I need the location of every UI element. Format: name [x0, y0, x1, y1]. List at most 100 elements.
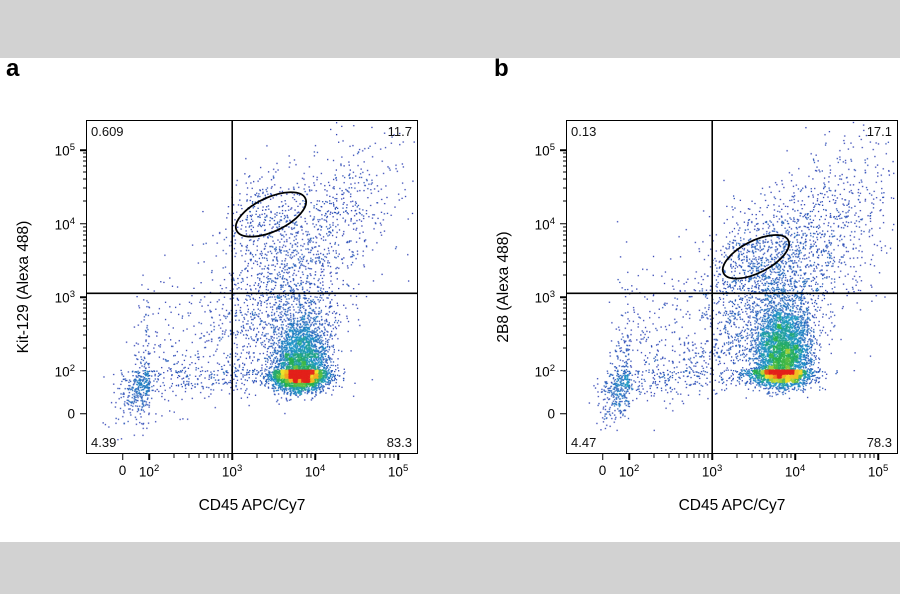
y-tick-exponent: 2	[69, 362, 75, 374]
gates-overlay	[87, 121, 417, 453]
y-tick-label: 105	[54, 141, 75, 159]
x-major-tick	[121, 454, 124, 460]
x-tick-exponent: 3	[236, 463, 243, 474]
y-minor-tick	[82, 178, 86, 180]
y-minor-tick	[82, 171, 86, 173]
y-minor-tick	[82, 299, 86, 301]
quadrant-stat-top-right: 17.1	[866, 124, 892, 139]
x-tick-label: 102	[138, 463, 160, 480]
y-minor-tick	[562, 318, 566, 320]
y-minor-tick	[82, 245, 86, 247]
x-minor-tick	[707, 454, 709, 458]
y-minor-tick	[82, 200, 86, 202]
y-axis-ticks: 0 102 103 104 105	[0, 120, 86, 454]
y-minor-tick	[82, 261, 86, 263]
ellipse-gate	[234, 191, 308, 238]
x-minor-tick	[736, 454, 738, 458]
x-minor-tick	[844, 454, 846, 458]
y-tick-label: 103	[534, 288, 555, 306]
y-tick-exponent: 3	[69, 288, 75, 300]
x-major-tick	[794, 454, 796, 460]
x-major-tick	[314, 454, 316, 460]
x-tick-label: 104	[784, 463, 806, 480]
y-minor-tick	[82, 307, 86, 309]
quadrant-stat-bottom-right: 83.3	[386, 435, 412, 450]
y-minor-tick	[82, 226, 86, 228]
y-tick-exponent: 3	[549, 288, 555, 300]
gates-overlay	[567, 121, 897, 453]
letterbox-bottom	[0, 542, 900, 594]
x-minor-tick	[354, 454, 356, 458]
y-minor-tick	[82, 156, 86, 158]
y-minor-tick	[562, 178, 566, 180]
y-tick-exponent: 4	[549, 215, 555, 227]
y-minor-tick	[82, 347, 86, 349]
y-minor-tick	[82, 334, 86, 336]
x-major-tick	[628, 454, 630, 460]
x-minor-tick	[819, 454, 821, 458]
x-minor-tick	[339, 454, 341, 458]
y-tick-label: 104	[54, 215, 75, 232]
x-tick-exponent: 4	[319, 463, 326, 474]
x-minor-tick	[769, 454, 771, 458]
y-minor-tick	[82, 230, 86, 232]
x-minor-tick	[859, 454, 861, 458]
x-tick-label: 103	[701, 463, 723, 480]
y-minor-tick	[82, 312, 86, 314]
y-minor-tick	[562, 239, 566, 241]
y-minor-tick	[562, 274, 566, 276]
quadrant-stat-bottom-right: 78.3	[866, 435, 892, 450]
y-major-tick	[560, 369, 566, 372]
x-minor-tick	[790, 454, 792, 458]
x-minor-tick	[306, 454, 308, 458]
scatter-points-canvas	[87, 121, 417, 453]
y-minor-tick	[82, 160, 86, 162]
x-minor-tick	[786, 454, 788, 458]
plot-area: 0.609 11.7 4.39 83.3	[86, 120, 418, 454]
x-minor-tick	[834, 454, 836, 458]
x-minor-tick	[289, 454, 291, 458]
y-minor-tick	[562, 152, 566, 154]
x-major-tick	[711, 454, 713, 460]
x-minor-tick	[384, 454, 386, 458]
y-major-tick	[560, 413, 566, 415]
x-tick-label: 105	[867, 463, 889, 480]
x-minor-tick	[389, 454, 391, 458]
y-tick-label: 0	[547, 406, 555, 422]
quadrant-stat-top-left: 0.13	[571, 124, 597, 139]
x-axis-ticks: 0 102 103 104 105	[566, 454, 898, 500]
y-minor-tick	[562, 156, 566, 158]
y-major-tick	[80, 222, 86, 225]
y-major-tick	[560, 296, 566, 298]
x-tick-label: 0	[118, 463, 127, 478]
x-tick-label: 0	[598, 463, 607, 478]
x-minor-tick	[703, 454, 705, 458]
y-major-tick	[80, 296, 86, 298]
panel-letter-b: b	[494, 55, 509, 82]
y-axis-ticks: 0 102 103 104 105	[480, 120, 566, 454]
quadrant-stat-top-left: 0.609	[91, 124, 124, 139]
x-minor-tick	[364, 454, 366, 458]
y-minor-tick	[82, 234, 86, 236]
x-tick-label: 104	[304, 463, 326, 480]
scatter-points-canvas	[567, 121, 897, 453]
x-axis-ticks: 0 102 103 104 105	[86, 454, 418, 500]
letterbox-top	[0, 0, 900, 58]
y-tick-exponent: 4	[69, 215, 75, 227]
x-tick-label: 103	[221, 463, 243, 480]
x-minor-tick	[198, 454, 200, 458]
y-major-tick	[80, 413, 86, 415]
y-major-tick	[80, 149, 86, 151]
x-minor-tick	[781, 454, 783, 458]
x-minor-tick	[693, 454, 695, 458]
x-tick-exponent: 2	[633, 463, 640, 474]
x-minor-tick	[869, 454, 871, 458]
x-minor-tick	[379, 454, 381, 458]
y-minor-tick	[562, 261, 566, 263]
x-minor-tick	[271, 454, 273, 458]
y-minor-tick	[562, 252, 566, 254]
y-major-tick	[80, 369, 86, 372]
y-minor-tick	[562, 312, 566, 314]
x-minor-tick	[206, 454, 208, 458]
